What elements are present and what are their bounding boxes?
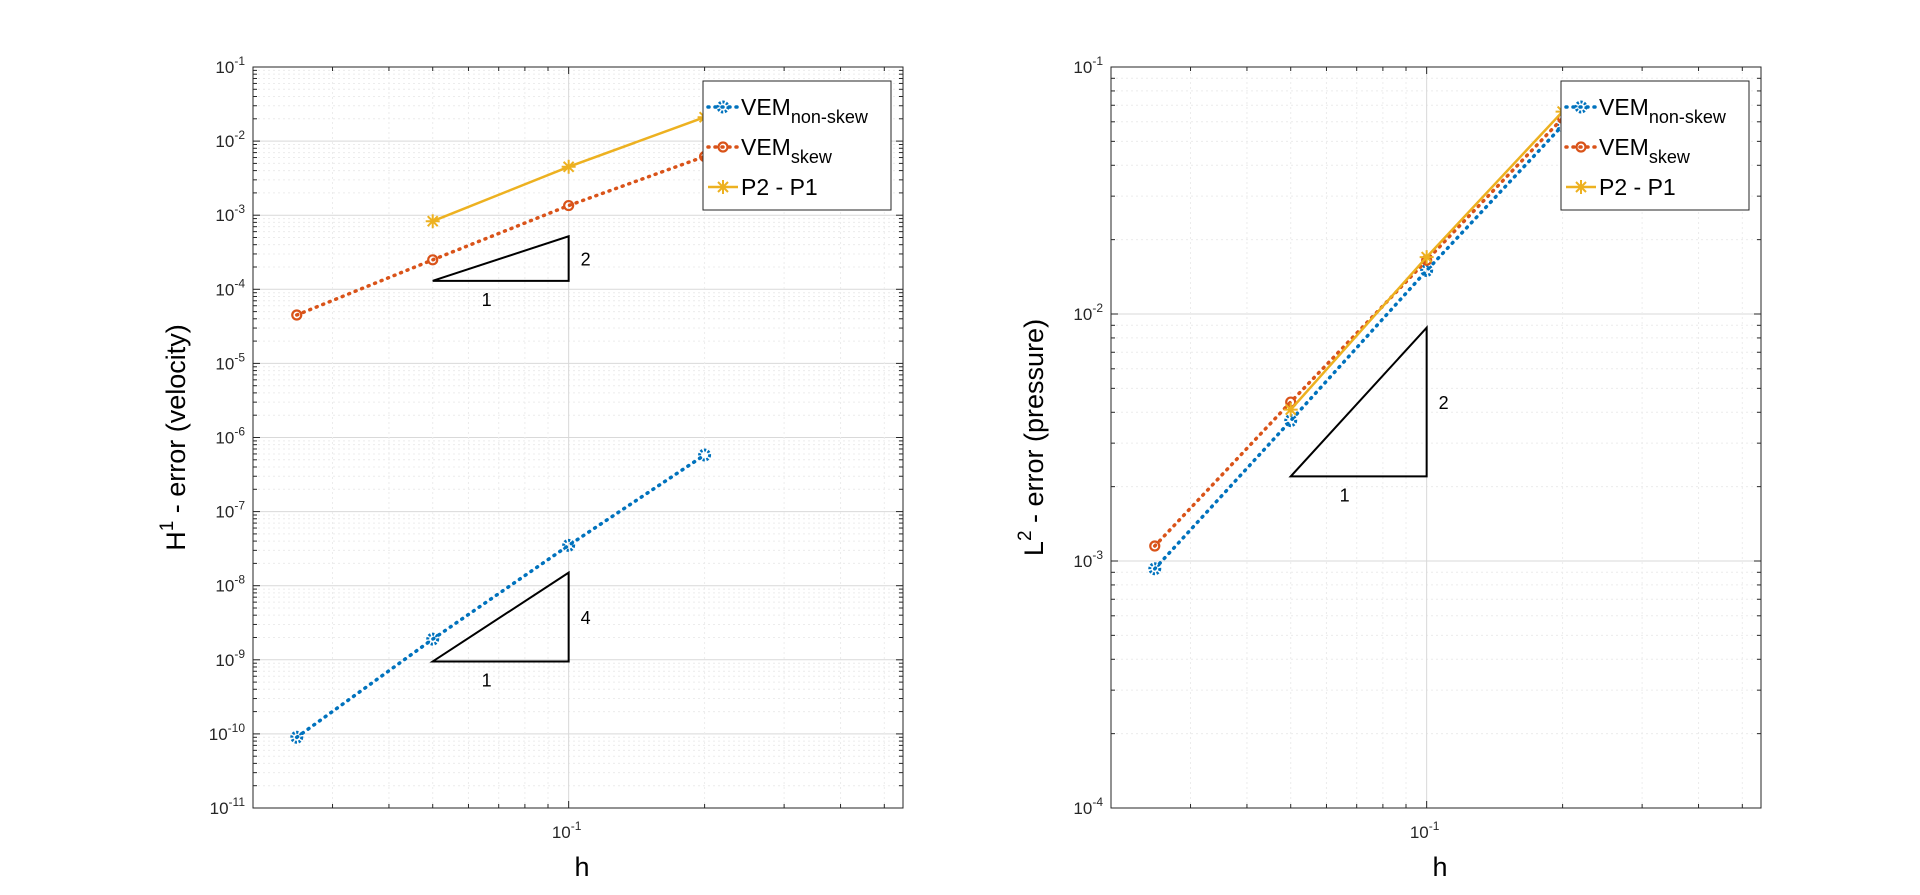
y-tick-label: 10-3 bbox=[1073, 548, 1103, 571]
axes-box bbox=[252, 66, 904, 809]
legend-item: VEMskew bbox=[706, 134, 833, 167]
legend-item: P2 - P1 bbox=[1566, 174, 1676, 200]
y-tick-label: 10-7 bbox=[215, 499, 245, 522]
legend-label: VEMnon-skew bbox=[741, 94, 869, 127]
series-line bbox=[1153, 123, 1565, 571]
legend-item: VEMnon-skew bbox=[706, 94, 869, 127]
y-tick-label: 10-5 bbox=[215, 350, 245, 373]
y-axis-label: L2 - error (pressure) bbox=[1015, 319, 1049, 556]
y-tick-label: 10-10 bbox=[209, 721, 246, 744]
y-tick-label: 10-11 bbox=[210, 795, 246, 818]
legend-label: VEMskew bbox=[1599, 134, 1691, 167]
data-point bbox=[1148, 562, 1162, 576]
legend-marker bbox=[1575, 141, 1587, 153]
data-point bbox=[1149, 540, 1161, 552]
y-tick-label: 10-1 bbox=[1073, 54, 1103, 77]
data-point bbox=[291, 309, 303, 321]
slope-triangle: 14 bbox=[429, 570, 591, 690]
data-point bbox=[427, 254, 439, 266]
legend: VEMnon-skew VEMskew P2 - P1 bbox=[702, 80, 892, 211]
series-line bbox=[295, 453, 707, 740]
y-tick-label: 10-4 bbox=[1073, 795, 1103, 818]
series-vem-non-skew bbox=[290, 448, 712, 744]
slope-rise-label: 4 bbox=[581, 608, 591, 628]
x-tick-label: 10-1 bbox=[552, 819, 582, 842]
legend-item: VEMnon-skew bbox=[1564, 94, 1727, 127]
legend: VEMnon-skew VEMskew P2 - P1 bbox=[1560, 80, 1750, 211]
legend-marker bbox=[717, 141, 729, 153]
legend-label: P2 - P1 bbox=[741, 174, 818, 200]
legend-box bbox=[702, 80, 892, 211]
y-tick-label: 10-2 bbox=[215, 128, 245, 151]
data-point bbox=[562, 538, 576, 552]
legend-marker bbox=[716, 100, 730, 114]
y-tick-label: 10-8 bbox=[215, 573, 245, 596]
slope-rise-label: 2 bbox=[1439, 393, 1449, 413]
series-line bbox=[295, 154, 707, 317]
x-tick-label: 10-1 bbox=[1410, 819, 1440, 842]
legend-box bbox=[1560, 80, 1750, 211]
slope-triangle-outline bbox=[432, 234, 570, 282]
legend-item: VEMskew bbox=[1564, 134, 1691, 167]
x-axis-label: h bbox=[1432, 852, 1447, 882]
legend-marker bbox=[1574, 100, 1588, 114]
x-axis-label: h bbox=[574, 852, 589, 882]
legend-label: VEMnon-skew bbox=[1599, 94, 1727, 127]
slope-run-label: 1 bbox=[482, 290, 492, 310]
slope-triangle: 12 bbox=[432, 234, 591, 310]
grid bbox=[252, 67, 903, 809]
y-axis-label: H1 - error (velocity) bbox=[157, 324, 191, 551]
slope-run-label: 1 bbox=[1340, 485, 1350, 505]
data-point bbox=[698, 448, 712, 462]
y-tick-label: 10-3 bbox=[215, 202, 245, 225]
slope-triangle: 12 bbox=[1288, 325, 1449, 505]
data-point bbox=[290, 730, 304, 744]
data-point bbox=[425, 214, 440, 229]
legend-marker bbox=[716, 180, 730, 194]
slope-triangle-outline bbox=[429, 570, 570, 663]
data-point bbox=[1283, 402, 1298, 417]
legend-label: P2 - P1 bbox=[1599, 174, 1676, 200]
axes-box bbox=[1110, 66, 1762, 809]
slope-run-label: 1 bbox=[482, 670, 492, 690]
legend-item: P2 - P1 bbox=[708, 174, 818, 200]
slope-rise-label: 2 bbox=[581, 250, 591, 270]
slope-triangle-outline bbox=[1288, 325, 1428, 478]
y-tick-label: 10-9 bbox=[215, 647, 245, 670]
data-point bbox=[561, 159, 576, 174]
velocity-error-panel: 10-1110-1010-910-810-710-610-510-410-310… bbox=[157, 54, 904, 882]
y-tick-label: 10-1 bbox=[215, 54, 245, 77]
data-point bbox=[563, 199, 575, 212]
y-tick-label: 10-2 bbox=[1073, 301, 1103, 324]
series-line bbox=[1153, 116, 1565, 548]
legend-label: VEMskew bbox=[741, 134, 833, 167]
data-point bbox=[1419, 250, 1434, 265]
y-tick-label: 10-4 bbox=[215, 276, 245, 299]
legend-marker bbox=[1574, 180, 1588, 194]
y-tick-label: 10-6 bbox=[215, 425, 245, 448]
pressure-error-panel: 10-4 10-3 10-2 10-1 10-1 h L2 - error (pressur… bbox=[1015, 54, 1762, 882]
data-point bbox=[426, 632, 440, 646]
tick-marks bbox=[1110, 67, 1761, 809]
